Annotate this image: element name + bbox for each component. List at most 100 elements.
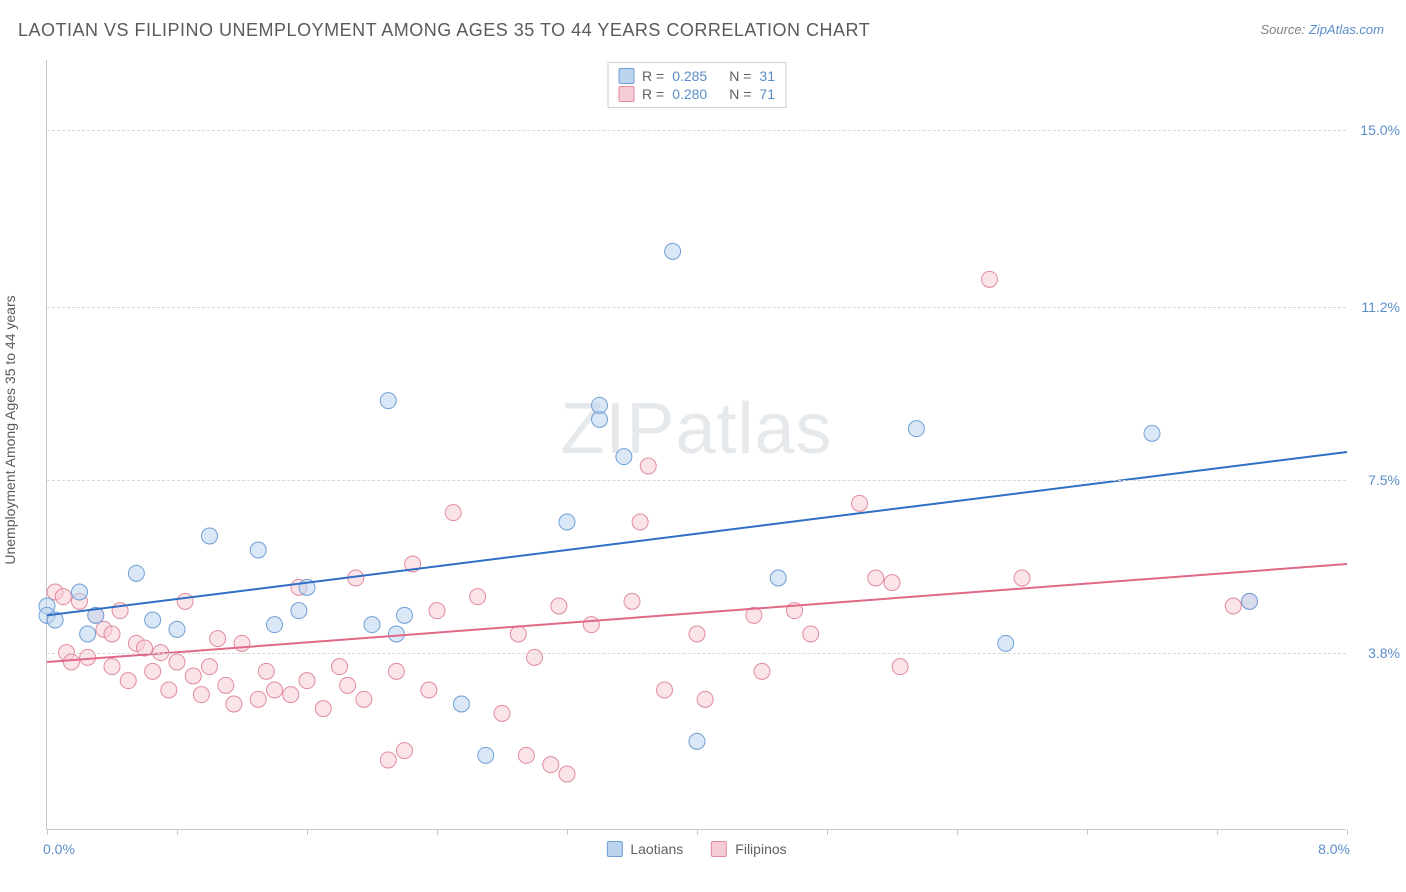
data-point-laotians — [364, 617, 380, 633]
x-tick — [957, 829, 958, 835]
data-point-filipinos — [218, 677, 234, 693]
x-tick — [307, 829, 308, 835]
data-point-laotians — [592, 397, 608, 413]
y-axis-title: Unemployment Among Ages 35 to 44 years — [2, 161, 18, 430]
gridline — [47, 480, 1346, 481]
data-point-laotians — [291, 603, 307, 619]
data-point-filipinos — [583, 617, 599, 633]
data-point-filipinos — [299, 673, 315, 689]
legend-row-laotians: R = 0.285 N = 31 — [618, 67, 775, 85]
gridline — [47, 307, 1346, 308]
data-point-laotians — [80, 626, 96, 642]
y-tick-label: 15.0% — [1360, 122, 1400, 138]
chart-title: LAOTIAN VS FILIPINO UNEMPLOYMENT AMONG A… — [18, 20, 870, 41]
legend-label-laotians: Laotians — [630, 841, 683, 857]
swatch-laotians — [618, 68, 634, 84]
data-point-filipinos — [104, 659, 120, 675]
legend-label-filipinos: Filipinos — [735, 841, 786, 857]
data-point-filipinos — [234, 635, 250, 651]
chart-svg — [47, 60, 1346, 829]
data-point-filipinos — [640, 458, 656, 474]
data-point-filipinos — [258, 663, 274, 679]
data-point-filipinos — [169, 654, 185, 670]
data-point-filipinos — [551, 598, 567, 614]
data-point-laotians — [616, 449, 632, 465]
x-tick — [1217, 829, 1218, 835]
data-point-laotians — [128, 565, 144, 581]
data-point-filipinos — [510, 626, 526, 642]
x-tick — [567, 829, 568, 835]
swatch-laotians-icon — [606, 841, 622, 857]
data-point-filipinos — [185, 668, 201, 684]
data-point-laotians — [169, 621, 185, 637]
data-point-filipinos — [397, 743, 413, 759]
data-point-filipinos — [632, 514, 648, 530]
x-tick — [437, 829, 438, 835]
data-point-filipinos — [210, 631, 226, 647]
r-value-filipinos: 0.280 — [672, 86, 707, 102]
source-link[interactable]: ZipAtlas.com — [1309, 22, 1384, 37]
data-point-filipinos — [177, 593, 193, 609]
data-point-filipinos — [982, 271, 998, 287]
data-point-laotians — [145, 612, 161, 628]
data-point-filipinos — [226, 696, 242, 712]
trend-line-filipinos — [47, 564, 1347, 662]
plot-area: ZIPatlas R = 0.285 N = 31 R = 0.280 N = … — [46, 60, 1346, 830]
data-point-laotians — [998, 635, 1014, 651]
data-point-filipinos — [380, 752, 396, 768]
data-point-filipinos — [250, 691, 266, 707]
data-point-filipinos — [697, 691, 713, 707]
data-point-laotians — [72, 584, 88, 600]
swatch-filipinos — [618, 86, 634, 102]
data-point-laotians — [453, 696, 469, 712]
data-point-filipinos — [145, 663, 161, 679]
data-point-filipinos — [852, 495, 868, 511]
x-tick — [47, 829, 48, 835]
data-point-laotians — [665, 243, 681, 259]
data-point-filipinos — [429, 603, 445, 619]
legend-item-laotians: Laotians — [606, 841, 683, 857]
data-point-laotians — [388, 626, 404, 642]
data-point-filipinos — [283, 687, 299, 703]
x-tick — [697, 829, 698, 835]
data-point-filipinos — [657, 682, 673, 698]
data-point-laotians — [1242, 593, 1258, 609]
x-tick — [827, 829, 828, 835]
r-value-laotians: 0.285 — [672, 68, 707, 84]
data-point-filipinos — [315, 701, 331, 717]
y-tick-label: 7.5% — [1368, 472, 1400, 488]
data-point-filipinos — [559, 766, 575, 782]
legend-row-filipinos: R = 0.280 N = 71 — [618, 85, 775, 103]
data-point-filipinos — [543, 757, 559, 773]
data-point-filipinos — [340, 677, 356, 693]
data-point-filipinos — [202, 659, 218, 675]
data-point-filipinos — [55, 589, 71, 605]
data-point-filipinos — [689, 626, 705, 642]
data-point-laotians — [770, 570, 786, 586]
x-axis-max-label: 8.0% — [1318, 841, 1350, 857]
data-point-filipinos — [445, 505, 461, 521]
data-point-filipinos — [1225, 598, 1241, 614]
data-point-laotians — [559, 514, 575, 530]
data-point-filipinos — [494, 705, 510, 721]
data-point-filipinos — [754, 663, 770, 679]
legend-item-filipinos: Filipinos — [711, 841, 786, 857]
data-point-filipinos — [63, 654, 79, 670]
data-point-filipinos — [518, 747, 534, 763]
x-tick — [1347, 829, 1348, 835]
trend-line-laotians — [47, 452, 1347, 615]
data-point-filipinos — [388, 663, 404, 679]
data-point-filipinos — [624, 593, 640, 609]
data-point-filipinos — [470, 589, 486, 605]
data-point-filipinos — [332, 659, 348, 675]
data-point-filipinos — [421, 682, 437, 698]
source-prefix: Source: — [1260, 22, 1308, 37]
n-value-filipinos: 71 — [759, 86, 775, 102]
y-tick-label: 11.2% — [1361, 299, 1400, 315]
data-point-laotians — [478, 747, 494, 763]
data-point-filipinos — [193, 687, 209, 703]
data-point-laotians — [1144, 425, 1160, 441]
data-point-filipinos — [120, 673, 136, 689]
data-point-laotians — [908, 421, 924, 437]
x-tick — [1087, 829, 1088, 835]
